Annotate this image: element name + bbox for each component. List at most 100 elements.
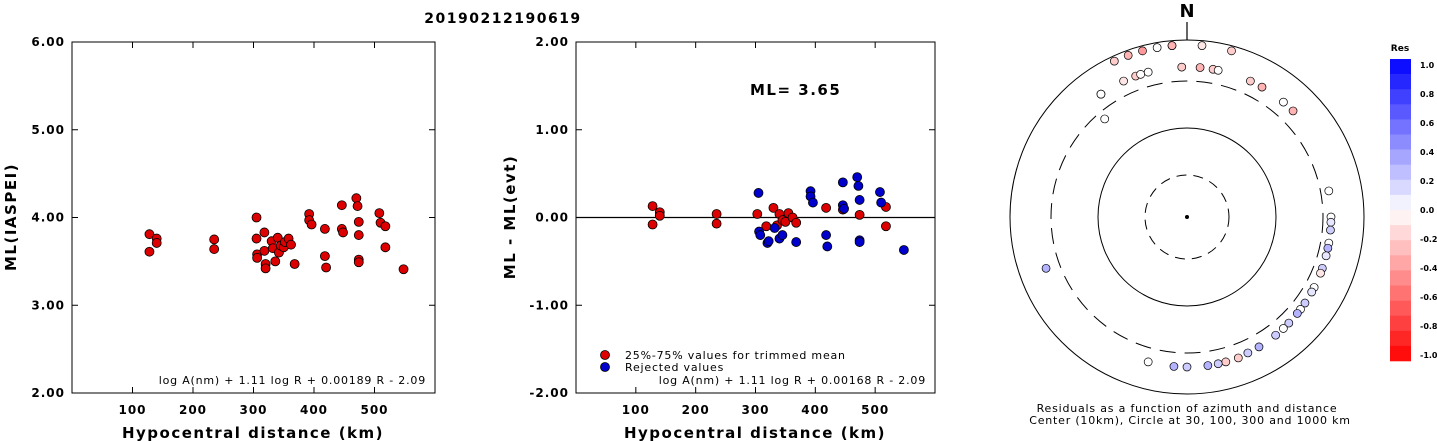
y-tick-label: -1.00 xyxy=(529,298,569,312)
data-point xyxy=(769,223,780,233)
station-marker xyxy=(1169,362,1179,371)
station-marker xyxy=(1307,287,1317,297)
data-point xyxy=(839,203,849,214)
colorbar-cell xyxy=(1390,194,1411,211)
station-marker xyxy=(1213,359,1223,369)
data-point xyxy=(319,251,330,262)
map-caption-line2: Center (10km), Circle at 30, 100, 300 an… xyxy=(1029,414,1351,427)
y-tick-label: 0.00 xyxy=(535,211,569,225)
colorbar-cell xyxy=(1390,345,1411,362)
colorbar-tick-label: -1.0 xyxy=(1420,351,1437,360)
plot1-ylabel: ML(IASPEI) xyxy=(2,163,20,271)
data-point xyxy=(209,234,220,245)
station-marker xyxy=(1292,309,1302,318)
data-point xyxy=(144,229,155,240)
y-tick-label: 5.00 xyxy=(31,123,65,137)
data-point xyxy=(711,218,722,229)
plot1-points xyxy=(144,193,409,275)
data-point xyxy=(353,257,364,268)
station-marker xyxy=(1100,114,1110,124)
colorbar-cell xyxy=(1390,89,1411,105)
map-caption-line1: Residuals as a function of azimuth and d… xyxy=(1037,402,1338,415)
station-marker xyxy=(1136,69,1145,79)
colorbar-cell xyxy=(1390,210,1411,226)
data-point xyxy=(252,252,263,263)
data-point xyxy=(251,212,262,223)
x-tick-label: 300 xyxy=(239,403,267,417)
data-point xyxy=(780,216,791,227)
data-point xyxy=(875,187,885,197)
data-point xyxy=(286,239,296,250)
x-tick-label: 100 xyxy=(622,403,650,417)
data-point xyxy=(881,221,891,232)
station-marker xyxy=(1279,97,1288,107)
data-point xyxy=(854,195,865,205)
station-marker xyxy=(1284,318,1294,328)
colorbar-tick-label: -0.2 xyxy=(1420,235,1437,244)
colorbar-cell xyxy=(1390,240,1411,256)
x-tick-label: 400 xyxy=(801,403,829,417)
colorbar-cell xyxy=(1390,104,1411,120)
data-point xyxy=(837,177,848,188)
x-tick-label: 400 xyxy=(300,403,328,417)
station-marker xyxy=(1324,186,1334,196)
x-tick-label: 300 xyxy=(741,403,769,417)
data-point xyxy=(711,209,722,219)
y-tick-label: 3.00 xyxy=(31,298,65,312)
station-marker xyxy=(1041,263,1051,273)
station-marker xyxy=(1221,357,1231,367)
data-point xyxy=(270,256,281,267)
station-marker xyxy=(1143,357,1153,367)
colorbar-tick-label: -0.8 xyxy=(1420,322,1437,331)
station-marker xyxy=(1246,76,1255,86)
station-marker xyxy=(1257,82,1267,92)
station-marker xyxy=(1119,76,1128,86)
x-tick-label: 100 xyxy=(118,403,146,417)
plot1-ticks: 100 200 300 400 500 2.00 3.00 4.00 5.00 6.00 xyxy=(31,35,435,417)
colorbar-tick-label: 0.6 xyxy=(1420,119,1435,128)
station-marker xyxy=(1138,46,1147,56)
colorbar-tick-label: 0.2 xyxy=(1420,177,1434,186)
station-marker xyxy=(1203,361,1213,370)
y-tick-label: 2.00 xyxy=(31,386,65,400)
plot2-formula: log A(nm) + 1.11 log R + 0.00168 R - 2.0… xyxy=(659,374,926,387)
station-marker xyxy=(1177,62,1187,72)
ml-annotation: ML= 3.65 xyxy=(750,81,841,99)
colorbar-tick-label: 0.0 xyxy=(1420,206,1435,215)
colorbar-cell xyxy=(1390,225,1411,241)
colorbar-cell xyxy=(1390,285,1411,301)
data-point xyxy=(647,201,658,211)
data-point xyxy=(755,230,766,240)
x-tick-label: 500 xyxy=(861,403,889,417)
plot2-points xyxy=(647,172,909,255)
data-point xyxy=(289,259,300,269)
station-marker xyxy=(1213,65,1223,75)
legend-label-rejected: Rejected values xyxy=(625,361,724,374)
station-marker xyxy=(1321,251,1331,261)
data-point xyxy=(251,233,262,244)
data-point xyxy=(654,210,665,221)
station-marker xyxy=(1326,225,1335,235)
colorbar-cell xyxy=(1390,164,1411,181)
y-tick-label: 6.00 xyxy=(31,35,65,49)
colorbar-cell xyxy=(1390,179,1411,196)
north-label: N xyxy=(1179,1,1194,22)
data-point xyxy=(353,230,364,240)
data-point xyxy=(753,188,764,198)
data-point xyxy=(380,221,391,232)
colorbar-title: Res xyxy=(1391,44,1409,54)
data-point xyxy=(338,227,348,238)
data-point xyxy=(647,219,658,230)
data-point xyxy=(374,208,385,219)
colorbar-cell xyxy=(1390,300,1411,316)
station-marker xyxy=(1152,43,1162,52)
colorbar-cell xyxy=(1390,315,1411,332)
plot2-ylabel: ML - ML(evt) xyxy=(501,155,519,279)
station-marker xyxy=(1279,324,1288,333)
data-point xyxy=(852,172,863,183)
figure-title: 20190212190619 xyxy=(424,11,581,27)
data-point xyxy=(791,217,802,228)
station-marker xyxy=(1323,243,1333,253)
data-point xyxy=(853,181,864,191)
station-marker xyxy=(1109,56,1119,66)
